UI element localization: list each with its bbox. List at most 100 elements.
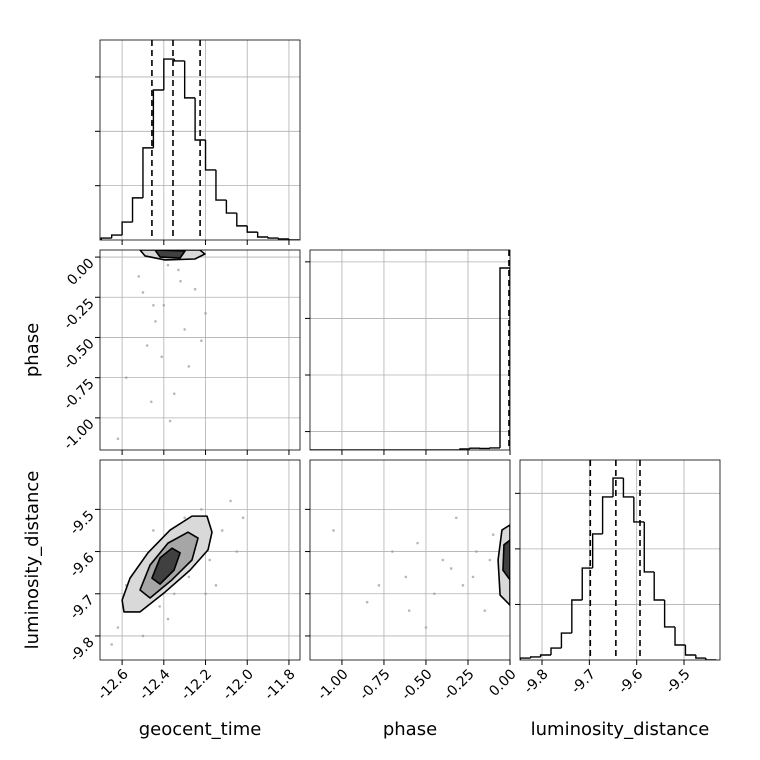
histogram-step xyxy=(663,600,676,628)
sample-point xyxy=(235,550,239,553)
sample-point xyxy=(391,550,394,553)
panel: -12.6 -12.4 -12.2 -12.0 -11.8 -9.5 -9.6 -9.7 -9.… xyxy=(22,459,301,740)
y-tick-label: -9.7 xyxy=(67,592,98,623)
y-tick-label: -1.00 xyxy=(61,416,98,453)
panel xyxy=(305,249,511,455)
sample-point xyxy=(365,600,369,604)
sample-point xyxy=(187,365,191,368)
sample-point xyxy=(172,392,176,396)
sample-point xyxy=(116,626,120,629)
histogram-step xyxy=(571,599,583,634)
contour xyxy=(502,539,510,581)
y-tick-label: -0.50 xyxy=(61,336,98,373)
histogram-step xyxy=(100,237,112,240)
panel-area xyxy=(520,460,720,660)
sample-point xyxy=(407,609,411,612)
sample-point xyxy=(168,419,172,423)
histogram-step xyxy=(539,654,552,657)
y-axis-label: luminosity_distance xyxy=(22,471,43,650)
x-tick-label: -12.4 xyxy=(137,666,174,703)
x-tick-label: -0.75 xyxy=(357,666,394,703)
x-tick-label: -9.6 xyxy=(616,666,647,697)
histogram-step xyxy=(601,496,614,534)
contour xyxy=(154,250,186,259)
sample-point xyxy=(404,575,408,579)
y-tick-label: 0.00 xyxy=(64,255,97,288)
sample-point xyxy=(433,592,436,596)
sample-point xyxy=(177,268,180,272)
sample-point xyxy=(471,575,475,579)
histogram-step xyxy=(204,140,216,171)
sample-point xyxy=(483,609,487,612)
sample-point xyxy=(475,550,478,553)
sample-point xyxy=(179,279,182,283)
histogram-step xyxy=(183,60,196,99)
histogram-step xyxy=(695,655,706,659)
histogram-step xyxy=(236,213,248,227)
histogram-step xyxy=(163,58,175,90)
sample-point xyxy=(141,634,145,638)
sample-point xyxy=(424,626,428,629)
sample-point xyxy=(183,516,186,520)
sample-point xyxy=(208,558,211,562)
histogram-step xyxy=(194,97,206,141)
x-tick-label: -11.8 xyxy=(262,666,299,703)
sample-point xyxy=(214,584,218,587)
panel-frame xyxy=(309,249,511,451)
histogram-step xyxy=(612,477,624,497)
histogram-step xyxy=(684,645,696,656)
x-tick-label: -1.00 xyxy=(315,666,352,703)
histogram-step xyxy=(591,533,603,569)
sample-point xyxy=(152,304,155,307)
sample-point xyxy=(172,592,176,596)
histogram-step xyxy=(622,478,634,498)
y-tick-label: -0.25 xyxy=(61,296,98,333)
panel: -1.00 -0.75 -0.50 -0.25 0.00 phase xyxy=(305,459,520,740)
histogram-step xyxy=(653,571,665,601)
histogram-step xyxy=(469,447,480,449)
histogram-step xyxy=(277,238,289,240)
histogram-step xyxy=(225,200,237,214)
panel-frame xyxy=(99,459,301,661)
sample-point xyxy=(193,287,197,291)
sample-point xyxy=(200,508,203,511)
x-axis-label: phase xyxy=(383,719,437,740)
x-tick-label: -9.5 xyxy=(663,666,694,697)
panel-area xyxy=(310,460,510,660)
sample-point xyxy=(160,355,164,359)
histogram-step xyxy=(550,647,562,655)
sample-point xyxy=(137,275,141,278)
sample-point xyxy=(152,529,155,532)
histogram-step xyxy=(173,59,185,62)
x-tick-label: -12.2 xyxy=(178,666,215,703)
panel-area xyxy=(100,250,300,450)
sample-point xyxy=(187,575,191,579)
panel: -9.8 -9.7 -9.6 -9.5 luminosity_distance xyxy=(515,459,721,740)
histogram-step xyxy=(288,238,300,240)
sample-point xyxy=(166,617,170,621)
histogram-step xyxy=(267,237,279,239)
x-axis-label: geocent_time xyxy=(139,719,262,740)
panel-frame xyxy=(99,249,301,451)
histogram-step xyxy=(643,521,655,573)
sample-point xyxy=(110,643,113,646)
x-tick-label: -9.8 xyxy=(521,666,552,697)
sample-point xyxy=(241,516,245,520)
y-tick-label: -9.8 xyxy=(67,634,98,665)
sample-point xyxy=(204,312,207,315)
histogram-step xyxy=(499,267,510,448)
histogram-step xyxy=(489,447,500,449)
histogram-step xyxy=(560,632,572,649)
sample-point xyxy=(454,516,458,520)
histogram-step xyxy=(529,656,541,659)
sample-point xyxy=(491,533,495,536)
x-axis-label: luminosity_distance xyxy=(531,719,710,740)
histogram-step xyxy=(705,658,717,660)
histogram-step xyxy=(152,89,164,148)
histogram-step xyxy=(121,221,133,236)
panel: 0.00 -0.25-0.50-0.75-1.00 phase xyxy=(22,249,301,455)
sample-point xyxy=(158,605,161,608)
sample-point xyxy=(441,558,445,562)
panel-area xyxy=(100,40,300,240)
